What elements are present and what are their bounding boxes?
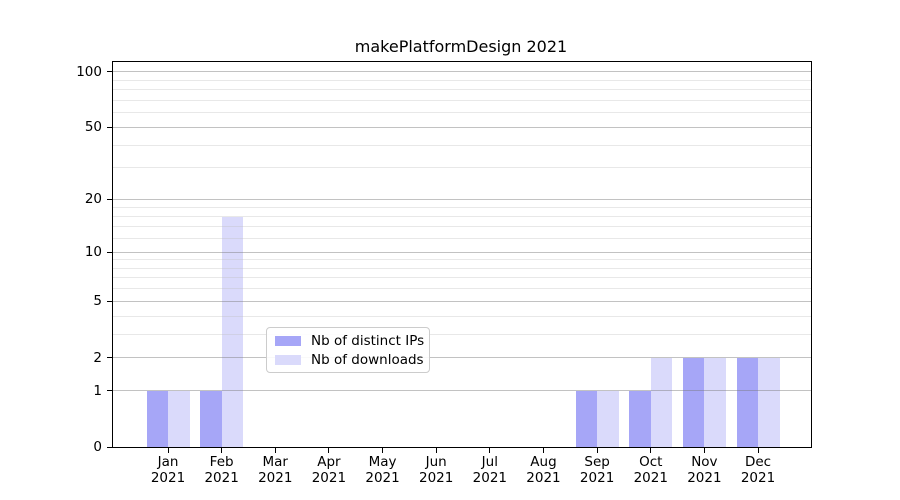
bar-downloads-sep bbox=[597, 391, 619, 447]
bar-distinct-ips-sep bbox=[576, 391, 598, 447]
bar-distinct-ips-nov bbox=[683, 358, 705, 447]
plot-area: 0125102050100Jan2021Feb2021Mar2021Apr202… bbox=[112, 61, 812, 448]
x-tick-dec bbox=[758, 447, 759, 453]
x-tick-label-jun: Jun2021 bbox=[406, 454, 466, 486]
bar-distinct-ips-oct bbox=[629, 391, 651, 447]
bar-downloads-dec bbox=[758, 358, 780, 447]
minor-gridline-16 bbox=[113, 216, 811, 217]
minor-gridline-12 bbox=[113, 238, 811, 239]
major-gridline-5 bbox=[113, 301, 811, 302]
x-tick-label-oct: Oct2021 bbox=[621, 454, 681, 486]
major-gridline-1 bbox=[113, 390, 811, 391]
y-tick-5 bbox=[107, 301, 113, 302]
legend-swatch-downloads bbox=[275, 355, 301, 365]
x-tick-label-jul: Jul2021 bbox=[460, 454, 520, 486]
x-tick-aug bbox=[543, 447, 544, 453]
x-tick-label-nov: Nov2021 bbox=[674, 454, 734, 486]
major-gridline-50 bbox=[113, 127, 811, 128]
chart-figure: makePlatformDesign 2021 0125102050100Jan… bbox=[0, 0, 900, 500]
legend-label-distinct-ips: Nb of distinct IPs bbox=[311, 333, 424, 349]
legend-item-downloads: Nb of downloads bbox=[275, 352, 429, 368]
x-tick-may bbox=[382, 447, 383, 453]
x-tick-jan bbox=[168, 447, 169, 453]
legend-label-downloads: Nb of downloads bbox=[311, 352, 424, 368]
y-tick-100 bbox=[107, 71, 113, 72]
major-gridline-100 bbox=[113, 71, 811, 72]
minor-gridline-40 bbox=[113, 145, 811, 146]
legend-swatch-distinct-ips bbox=[275, 336, 301, 346]
y-tick-1 bbox=[107, 390, 113, 391]
bar-downloads-jan bbox=[168, 391, 190, 447]
x-tick-label-may: May2021 bbox=[353, 454, 413, 486]
legend-item-distinct-ips: Nb of distinct IPs bbox=[275, 333, 429, 349]
minor-gridline-9 bbox=[113, 259, 811, 260]
minor-gridline-8 bbox=[113, 268, 811, 269]
minor-gridline-4 bbox=[113, 316, 811, 317]
bar-downloads-oct bbox=[651, 358, 673, 447]
legend: Nb of distinct IPs Nb of downloads bbox=[266, 327, 430, 373]
x-tick-apr bbox=[328, 447, 329, 453]
y-tick-50 bbox=[107, 127, 113, 128]
bar-distinct-ips-feb bbox=[200, 391, 222, 447]
minor-gridline-18 bbox=[113, 207, 811, 208]
x-tick-label-dec: Dec2021 bbox=[728, 454, 788, 486]
major-gridline-2 bbox=[113, 357, 811, 358]
x-tick-label-apr: Apr2021 bbox=[299, 454, 359, 486]
major-gridline-10 bbox=[113, 252, 811, 253]
minor-gridline-3 bbox=[113, 334, 811, 335]
x-tick-label-sep: Sep2021 bbox=[567, 454, 627, 486]
y-tick-label-20: 20 bbox=[52, 191, 102, 207]
x-tick-jul bbox=[489, 447, 490, 453]
minor-gridline-6 bbox=[113, 288, 811, 289]
x-tick-nov bbox=[704, 447, 705, 453]
minor-gridline-70 bbox=[113, 100, 811, 101]
minor-gridline-60 bbox=[113, 112, 811, 113]
chart-title: makePlatformDesign 2021 bbox=[112, 37, 810, 56]
x-tick-label-aug: Aug2021 bbox=[513, 454, 573, 486]
y-tick-20 bbox=[107, 199, 113, 200]
y-tick-2 bbox=[107, 357, 113, 358]
y-tick-label-10: 10 bbox=[52, 244, 102, 260]
minor-gridline-80 bbox=[113, 89, 811, 90]
x-tick-label-mar: Mar2021 bbox=[245, 454, 305, 486]
y-tick-label-2: 2 bbox=[52, 350, 102, 366]
y-tick-label-100: 100 bbox=[52, 64, 102, 80]
minor-gridline-14 bbox=[113, 226, 811, 227]
x-tick-mar bbox=[275, 447, 276, 453]
bar-downloads-nov bbox=[704, 358, 726, 447]
y-tick-label-1: 1 bbox=[52, 383, 102, 399]
bar-distinct-ips-dec bbox=[737, 358, 759, 447]
y-tick-0 bbox=[107, 447, 113, 448]
y-tick-label-50: 50 bbox=[52, 119, 102, 135]
x-tick-label-feb: Feb2021 bbox=[192, 454, 252, 486]
y-tick-10 bbox=[107, 252, 113, 253]
bar-distinct-ips-jan bbox=[147, 391, 169, 447]
x-tick-label-jan: Jan2021 bbox=[138, 454, 198, 486]
y-tick-label-0: 0 bbox=[52, 439, 102, 455]
x-tick-feb bbox=[221, 447, 222, 453]
major-gridline-20 bbox=[113, 199, 811, 200]
x-tick-oct bbox=[650, 447, 651, 453]
minor-gridline-7 bbox=[113, 277, 811, 278]
x-tick-sep bbox=[597, 447, 598, 453]
y-tick-label-5: 5 bbox=[52, 293, 102, 309]
minor-gridline-30 bbox=[113, 167, 811, 168]
x-tick-jun bbox=[436, 447, 437, 453]
minor-gridline-90 bbox=[113, 80, 811, 81]
